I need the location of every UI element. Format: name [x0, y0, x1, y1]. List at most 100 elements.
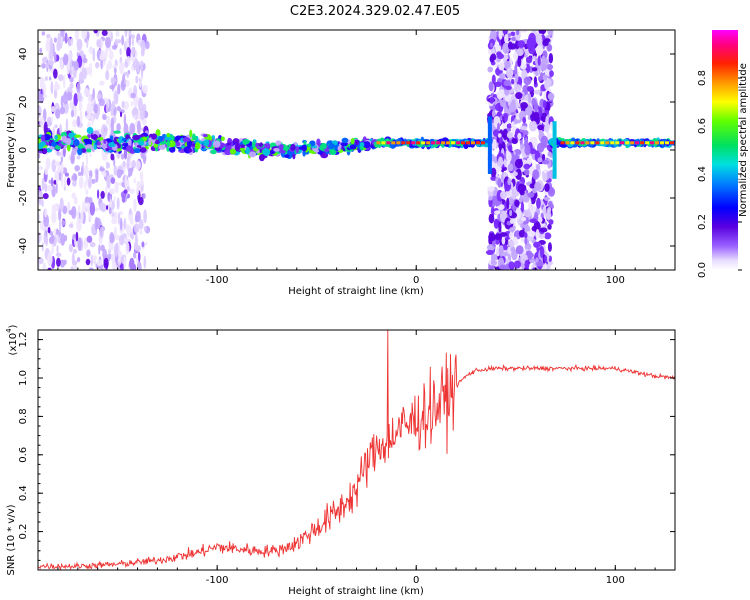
tone-core-mark — [665, 141, 670, 145]
noise-speck — [47, 226, 51, 234]
noise-speck — [129, 188, 135, 194]
track-mark — [74, 145, 79, 152]
tone-core-mark — [605, 141, 610, 145]
noise-speck — [130, 101, 134, 107]
noise-speck — [133, 178, 136, 184]
colorbar-tick-label: 0.6 — [697, 118, 708, 134]
noise-speck — [77, 171, 82, 177]
noise-speck — [119, 111, 123, 118]
noise-speck — [60, 30, 65, 38]
noise-speck — [72, 264, 78, 270]
noise-speck — [130, 34, 135, 40]
gap-speck — [498, 137, 503, 145]
track-mark — [40, 141, 46, 147]
tone-core-mark — [655, 141, 660, 145]
gap-speck — [535, 163, 541, 171]
noise-speck — [72, 249, 78, 254]
noise-speck — [113, 157, 116, 167]
noise-speck — [55, 252, 62, 258]
noise-speck — [64, 172, 69, 177]
gap-speck — [549, 121, 554, 131]
gap-speck — [546, 43, 553, 52]
noise-speck — [50, 249, 54, 255]
gap-speck — [513, 260, 521, 269]
noise-speck — [49, 47, 54, 60]
noise-speck — [41, 177, 45, 191]
noise-speck — [102, 114, 107, 121]
noise-speck — [124, 30, 128, 38]
track-mark — [302, 150, 306, 157]
gap-speck — [547, 151, 553, 158]
gap-edge-right — [552, 121, 557, 179]
gap-speck — [542, 74, 548, 81]
noise-speck — [121, 34, 125, 46]
gap-speck — [547, 30, 554, 36]
track-mark — [306, 143, 312, 148]
gap-speck — [498, 30, 503, 40]
noise-speck — [65, 118, 69, 131]
noise-speck — [131, 46, 136, 56]
spec-ytick-label: 40 — [18, 48, 29, 61]
gap-speck — [509, 101, 517, 113]
spectrogram-marks — [38, 30, 675, 270]
gap-speck — [497, 178, 502, 188]
noise-speck — [59, 123, 62, 135]
noise-speck — [92, 226, 97, 235]
noise-speck — [57, 165, 61, 174]
noise-speck — [53, 68, 58, 79]
track-mark — [54, 135, 58, 141]
gap-speck — [540, 135, 549, 147]
gap-speck — [533, 241, 541, 248]
noise-speck — [43, 83, 46, 96]
noise-speck — [68, 51, 72, 62]
track-mark — [86, 126, 94, 135]
noise-speck — [76, 115, 81, 128]
tone-core-mark — [480, 141, 485, 145]
noise-speck — [109, 50, 114, 61]
track-mark — [359, 142, 365, 147]
noise-speck — [136, 261, 142, 270]
noise-speck — [135, 186, 139, 196]
gap-speck — [493, 218, 500, 229]
gap-speck — [488, 81, 494, 92]
noise-speck — [106, 205, 109, 210]
gap-speck — [510, 78, 515, 85]
gap-speck — [539, 227, 548, 233]
noise-speck — [104, 36, 111, 49]
noise-speck — [124, 174, 128, 189]
noise-speck — [95, 61, 100, 69]
gap-speck — [494, 81, 502, 88]
noise-speck — [45, 235, 49, 247]
track-mark — [227, 138, 233, 143]
noise-speck — [98, 98, 105, 107]
noise-speck — [105, 115, 111, 126]
noise-speck — [73, 92, 78, 107]
gap-speck — [496, 51, 502, 56]
noise-speck — [143, 209, 147, 224]
track-mark — [105, 147, 110, 152]
gap-speck — [494, 233, 503, 240]
noise-speck — [73, 196, 78, 205]
noise-speck — [42, 108, 47, 122]
gap-speck — [500, 190, 508, 200]
gap-speck — [528, 44, 536, 55]
noise-speck — [66, 62, 70, 75]
gap-speck — [539, 59, 548, 71]
gap-speck — [489, 55, 495, 63]
noise-speck — [145, 241, 148, 246]
gap-speck — [514, 158, 523, 169]
gap-speck — [533, 101, 539, 113]
gap-speck — [507, 144, 513, 152]
gap-speck — [544, 183, 550, 192]
noise-speck — [78, 71, 84, 85]
gap-speck — [516, 48, 524, 57]
noise-speck — [129, 122, 136, 135]
colorbar-ticks: 0.0 0.2 0.4 0.6 0.8 — [697, 70, 742, 278]
track-mark — [329, 149, 337, 155]
noise-speck — [85, 258, 91, 266]
noise-speck — [130, 232, 135, 240]
noise-speck — [86, 249, 91, 257]
tone-core-mark — [645, 141, 650, 145]
noise-speck — [59, 59, 64, 70]
spectrogram-ylabel: Frequency (Hz) — [6, 112, 17, 188]
